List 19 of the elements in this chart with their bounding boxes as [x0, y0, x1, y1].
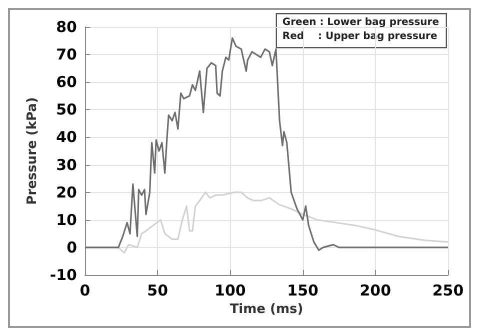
y-tick-label: 80: [56, 18, 77, 36]
annotation: Green : Lower bag pressure: [282, 17, 440, 28]
y-axis-title: Pressure (kPa): [25, 97, 40, 205]
x-axis-title: Time (ms): [230, 302, 304, 317]
x-tick-label: 250: [432, 282, 464, 300]
x-tick-label: 0: [80, 282, 90, 300]
x-tick-label: 150: [287, 282, 318, 300]
x-tick-label: 200: [360, 282, 392, 300]
x-tick-label: 100: [214, 282, 246, 300]
y-tick-label: 60: [56, 73, 77, 92]
x-tick-label: 50: [147, 282, 168, 300]
y-tick-label: 30: [56, 156, 77, 174]
y-tick-label: 0: [66, 238, 77, 256]
y-tick-label: 10: [56, 210, 77, 229]
y-tick-label: 50: [56, 100, 77, 119]
y-tick-label: 20: [56, 183, 77, 202]
y-tick-label: 70: [56, 46, 77, 64]
y-tick-label: -10: [50, 266, 77, 284]
y-tick-label: 40: [56, 128, 77, 146]
